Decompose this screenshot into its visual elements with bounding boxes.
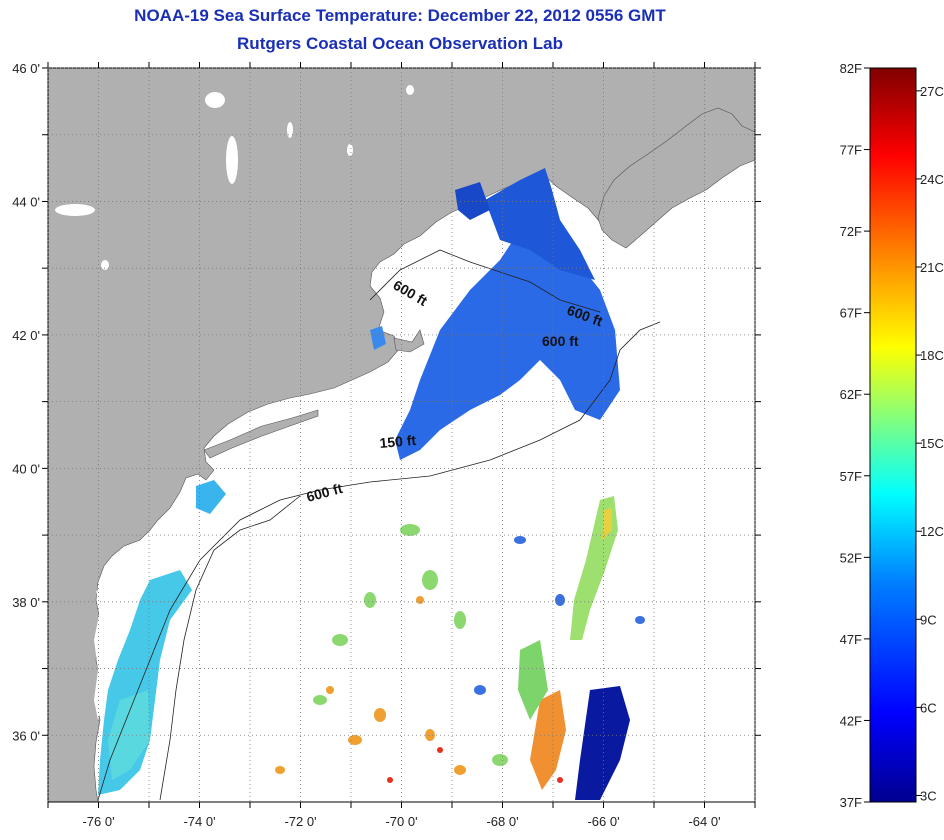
colorbar-c-label: 3C [920,788,937,803]
colorbar-f-label: 42F [840,713,862,728]
lat-tick-label: 40 0' [12,461,40,476]
lat-tick-label: 42 0' [12,328,40,343]
colorbar-celsius-labels: 27C 24C 21C 18C 15C 12C 9C 6C 3C [916,84,944,803]
lon-tick-label: -66 0' [587,814,619,829]
depth-contours [97,249,661,801]
graticule [42,62,761,808]
lon-tick-label: -68 0' [486,814,518,829]
lat-tick-label: 36 0' [12,728,40,743]
map-subtitle: Rutgers Coastal Ocean Observation Lab [237,34,563,53]
colorbar-f-label: 82F [840,61,862,76]
colorbar-c-label: 9C [920,612,937,627]
latitude-labels: 46 0' 44 0' 42 0' 40 0' 38 0' 36 0' [12,61,40,743]
colorbar-c-label: 21C [920,260,944,275]
lakes [55,85,414,270]
colorbar-f-label: 77F [840,143,862,158]
land-nova-scotia [597,107,755,249]
map-title: NOAA-19 Sea Surface Temperature: Decembe… [134,6,666,25]
lon-tick-label: -74 0' [183,814,215,829]
colorbar-c-label: 18C [920,348,944,363]
delaware-bay [120,548,140,576]
colorbar-c-label: 12C [920,524,944,539]
contour-label: 600 ft [542,333,579,349]
sst-data [98,168,645,800]
land-mainland [48,68,755,802]
colorbar-f-label: 62F [840,387,862,402]
colorbar-c-label: 6C [920,700,937,715]
colorbar-f-label: 37F [840,795,862,810]
longitude-labels: -76 0' -74 0' -72 0' -70 0' -68 0' -66 0' -64 … [82,814,720,829]
chesapeake-bay [94,590,110,720]
colorbar-f-label: 67F [840,306,862,321]
colorbar-c-label: 24C [920,172,944,187]
colorbar-f-label: 52F [840,550,862,565]
lat-tick-label: 38 0' [12,595,40,610]
colorbar-c-label: 15C [920,436,944,451]
colorbar-f-label: 72F [840,224,862,239]
lat-tick-label: 44 0' [12,194,40,209]
land-cape-cod [393,329,425,353]
colorbar-c-label: 27C [920,84,944,99]
lon-tick-label: -70 0' [385,814,417,829]
colorbar-f-label: 47F [840,632,862,647]
colorbar-fahrenheit-labels: 82F 77F 72F 67F 62F 57F 52F 47F 42F 37F [840,61,870,810]
colorbar [869,67,917,803]
land-long-island [203,409,319,459]
contour-label: 150 ft [379,432,417,451]
lon-tick-label: -76 0' [82,814,114,829]
lon-tick-label: -72 0' [284,814,316,829]
colorbar-f-label: 57F [840,469,862,484]
lon-tick-label: -64 0' [688,814,720,829]
lat-tick-label: 46 0' [12,61,40,76]
